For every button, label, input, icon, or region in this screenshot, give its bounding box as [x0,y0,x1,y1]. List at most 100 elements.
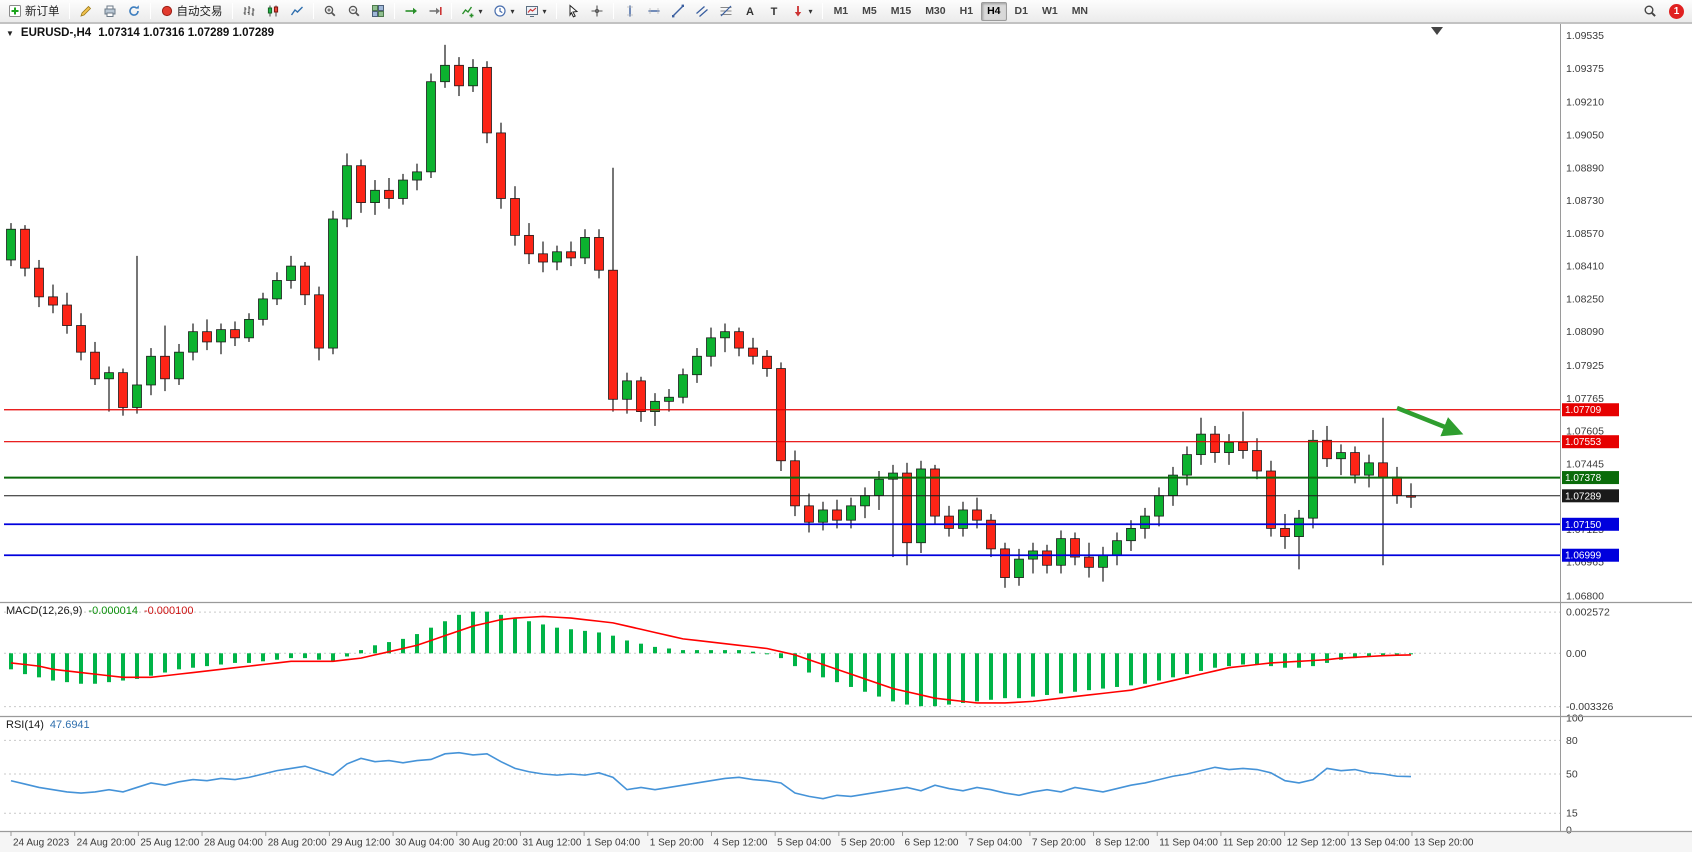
fibonacci-button[interactable] [715,2,737,21]
timeframe-mn-button[interactable]: MN [1066,2,1094,21]
price-axis-label: 1.09375 [1566,63,1604,75]
candle-up [188,331,198,353]
macd-bar [1143,653,1147,684]
dropdown-caret-icon: ▾ [478,6,483,16]
tile-windows-button[interactable] [367,2,389,21]
tile-icon [371,4,385,18]
trendline-button[interactable] [667,2,689,21]
candle-down [538,253,548,263]
candle-down [230,329,240,339]
autotrading-button[interactable]: 自动交易 [156,2,227,21]
price-axis-label: 1.07445 [1566,458,1604,470]
metaeditor-button[interactable] [75,2,97,21]
macd-bar [723,650,727,654]
candle-up [132,384,142,408]
rsi-axis-label: 80 [1566,735,1578,747]
macd-bar [1101,653,1105,689]
time-axis-label: 28 Aug 04:00 [204,838,263,849]
new-order-button[interactable]: 新订单 [4,2,64,21]
candle-up [146,355,156,386]
macd-bar [261,653,265,662]
time-axis-label: 13 Sep 04:00 [1350,838,1410,849]
search-icon [1643,4,1657,18]
timeframe-h1-button[interactable]: H1 [954,2,979,21]
annotation-arrow[interactable] [1396,405,1464,437]
cursor-icon [566,4,580,18]
crosshair-button[interactable] [586,2,608,21]
candle-down [1322,439,1332,460]
macd-bar [1199,653,1203,671]
indicators-button[interactable]: ▾ [457,2,487,21]
templates-button[interactable]: ▾ [521,2,551,21]
chart-shift-button[interactable] [424,2,446,21]
dropdown-caret-icon: ▾ [808,6,813,16]
toolbar-separator [393,3,395,19]
rsi-axis-label: 0 [1566,825,1572,837]
timeframe-m1-button[interactable]: M1 [828,2,855,21]
rsi-label: RSI(14) 47.6941 [6,719,90,731]
equidistant-channel-button[interactable] [691,2,713,21]
text-label-button[interactable]: T [763,2,785,21]
price-tag-label: 1.07289 [1565,491,1602,502]
toolbar-separator [231,3,233,19]
zoom-out-button[interactable] [343,2,365,21]
candle-up [1112,540,1122,556]
chart-shift-marker[interactable] [1431,27,1443,35]
timeframe-m30-button[interactable]: M30 [919,2,951,21]
macd-bar [1059,653,1063,694]
macd-bar [1073,653,1077,692]
candle-down [48,296,58,306]
macd-bar [611,635,615,654]
macd-bar [149,653,153,676]
macd-bar [807,653,811,673]
notification-badge[interactable]: 1 [1669,3,1684,19]
line-chart-button[interactable] [286,2,308,21]
refresh-button[interactable] [123,2,145,21]
macd-bar [849,653,853,687]
price-axis-label: 1.07925 [1566,360,1604,372]
rsi-line [10,751,1412,800]
arrows-button[interactable]: ▾ [787,2,817,21]
macd-bar [1087,653,1091,691]
timeframe-w1-button[interactable]: W1 [1036,2,1064,21]
candle-down [986,519,996,550]
horizontal-line-button[interactable] [643,2,665,21]
text-button[interactable]: A [739,2,761,21]
candle-up [622,380,632,400]
vertical-line-button[interactable] [619,2,641,21]
time-axis-label: 30 Aug 04:00 [395,838,454,849]
macd-bar [555,627,559,654]
timeframe-m15-button[interactable]: M15 [885,2,917,21]
one-click-trading-toggle[interactable]: ▼ [6,28,14,38]
candle-down [1266,470,1276,529]
timeframe-d1-button[interactable]: D1 [1009,2,1034,21]
candle-up [216,329,226,343]
print-button[interactable] [99,2,121,21]
candle-down [1280,527,1290,537]
periods-button[interactable]: ▾ [489,2,519,21]
macd-bar [989,653,993,700]
candle-up [440,64,450,83]
cursor-button[interactable] [562,2,584,21]
zoom-in-button[interactable] [319,2,341,21]
candle-up [468,66,478,87]
timeframe-m5-button[interactable]: M5 [856,2,883,21]
candlestick-chart-button[interactable] [262,2,284,21]
time-axis-label: 11 Sep 20:00 [1223,838,1282,849]
candle-up [720,331,730,339]
autotrading-button-label: 自动交易 [176,6,223,18]
candle-up [888,472,898,480]
macd-bar [863,653,867,692]
macd-bar [751,651,755,654]
timeframe-h4-button[interactable]: H4 [981,1,1007,21]
macd-bar [317,653,321,660]
search-button[interactable] [1639,2,1661,21]
auto-scroll-button[interactable] [400,2,422,21]
price-tag-label: 1.06999 [1565,551,1602,562]
channel-icon [695,4,709,18]
time-axis[interactable] [0,832,1692,852]
macd-bar [415,634,419,654]
macd-bar [1409,653,1413,655]
bar-chart-button[interactable] [238,2,260,21]
